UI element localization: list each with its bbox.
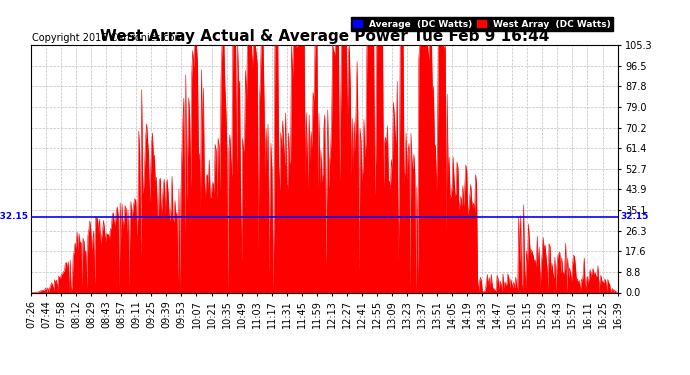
Text: Copyright 2016 Cartronics.com: Copyright 2016 Cartronics.com <box>32 33 184 42</box>
Title: West Array Actual & Average Power Tue Feb 9 16:44: West Array Actual & Average Power Tue Fe… <box>99 29 549 44</box>
Text: 32.15: 32.15 <box>620 212 649 221</box>
Text: +32.15: +32.15 <box>0 212 28 221</box>
Legend: Average  (DC Watts), West Array  (DC Watts): Average (DC Watts), West Array (DC Watts… <box>351 17 613 31</box>
